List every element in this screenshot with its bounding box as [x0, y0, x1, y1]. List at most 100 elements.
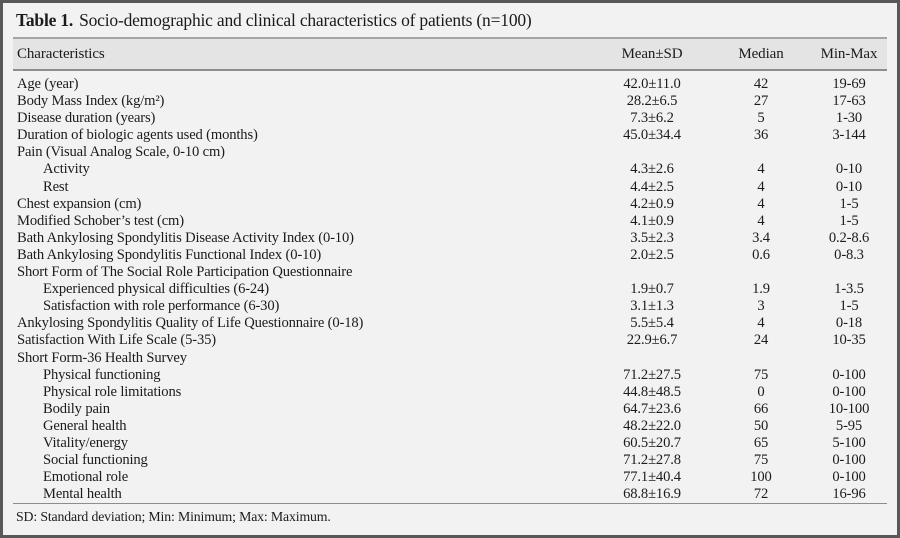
table-row: Physical role limitations 44.8±48.5 0 0-100: [13, 384, 887, 401]
cell-median: 4: [757, 178, 765, 195]
cell-characteristic: Age (year): [17, 76, 79, 92]
cell-characteristic: Activity: [43, 161, 90, 178]
table-row: Bath Ankylosing Spondylitis Disease Acti…: [13, 230, 887, 247]
cell-characteristic: Emotional role: [43, 469, 129, 486]
cell-median: 75: [753, 366, 769, 383]
table-row: Modified Schober’s test (cm) 4.1±0.9 4 1-5: [13, 213, 887, 230]
cell-median: 4: [757, 161, 765, 178]
cell-median: 0: [757, 383, 765, 400]
cell-median: 3.4: [752, 229, 770, 246]
cell-min-max: [811, 350, 887, 367]
cell-characteristic: Modified Schober’s test (cm): [17, 212, 184, 229]
cell-mean-sd: 44.8±48.5: [623, 383, 681, 400]
cell-mean-sd: 71.2±27.5: [623, 366, 681, 383]
cell-characteristic: Ankylosing Spondylitis Quality of Life Q…: [17, 315, 364, 332]
cell-min-max: 1-3.5: [834, 281, 864, 298]
cell-min-max: 1-5: [839, 298, 859, 315]
table-footnote: SD: Standard deviation; Min: Minimum; Ma…: [13, 503, 887, 525]
cell-median: 0.6: [752, 246, 770, 263]
cell-mean-sd: 71.2±27.8: [623, 452, 681, 469]
table-wrap: Characteristics Mean±SD Median Min-Max A…: [13, 37, 887, 503]
cell-mean-sd: 3.5±2.3: [630, 229, 674, 246]
cell-mean-sd: 60.5±20.7: [623, 434, 681, 451]
cell-min-max: 0-100: [832, 469, 866, 486]
cell-characteristic: Satisfaction With Life Scale (5-35): [17, 332, 216, 349]
table-row: Body Mass Index (kg/m²) 28.2±6.5 27 17-63: [13, 93, 887, 110]
cell-min-max: 10-35: [832, 332, 866, 349]
cell-mean-sd: 4.4±2.5: [630, 178, 674, 195]
cell-min-max: 1-5: [839, 212, 859, 229]
cell-characteristic: General health: [43, 417, 127, 434]
cell-median: 27: [753, 93, 769, 110]
cell-min-max: 0-10: [835, 161, 863, 178]
table-row: Ankylosing Spondylitis Quality of Life Q…: [13, 315, 887, 332]
cell-min-max: 0-8.3: [834, 246, 864, 263]
table-row: Age (year) 42.0±11.0 42 19-69: [13, 70, 887, 93]
cell-median: 3: [757, 298, 765, 315]
cell-characteristic: Rest: [43, 178, 69, 195]
cell-min-max: 3-144: [832, 127, 866, 144]
cell-min-max: 19-69: [832, 76, 866, 92]
cell-min-max: 10-100: [828, 400, 870, 417]
table-row: Bath Ankylosing Spondylitis Functional I…: [13, 247, 887, 264]
cell-mean-sd: [593, 144, 711, 161]
table-row: Bodily pain 64.7±23.6 66 10-100: [13, 401, 887, 418]
table-body: Age (year) 42.0±11.0 42 19-69 Body Mass Inde…: [13, 70, 887, 503]
table-row: Short Form-36 Health Survey: [13, 350, 887, 367]
table-row: Disease duration (years) 7.3±6.2 5 1-30: [13, 110, 887, 127]
table-row: Physical functioning 71.2±27.5 75 0-100: [13, 367, 887, 384]
cell-mean-sd: 2.0±2.5: [630, 246, 674, 263]
cell-min-max: 0-100: [832, 383, 866, 400]
column-header-min-max: Min-Max: [820, 45, 878, 62]
cell-min-max: 0-100: [832, 366, 866, 383]
cell-median: 4: [757, 315, 765, 332]
column-header-mean-sd: Mean±SD: [621, 45, 683, 62]
cell-characteristic: Experienced physical difficulties (6-24): [43, 281, 269, 298]
cell-min-max: 5-100: [832, 434, 866, 451]
table-row: Social functioning 71.2±27.8 75 0-100: [13, 452, 887, 469]
cell-mean-sd: 7.3±6.2: [630, 110, 674, 127]
cell-mean-sd: 42.0±11.0: [623, 76, 681, 92]
cell-mean-sd: 28.2±6.5: [626, 93, 678, 110]
cell-min-max: 0-10: [835, 178, 863, 195]
table-header-row: Characteristics Mean±SD Median Min-Max: [13, 38, 887, 70]
cell-min-max: 1-30: [835, 110, 863, 127]
table-row: Satisfaction with role performance (6-30…: [13, 298, 887, 315]
cell-characteristic: Vitality/energy: [43, 434, 128, 451]
cell-characteristic: Short Form of The Social Role Participat…: [17, 264, 353, 281]
cell-median: [711, 264, 811, 281]
table-row: Mental health 68.8±16.9 72 16-96: [13, 486, 887, 503]
table-title-prefix: Table 1.: [16, 9, 74, 30]
table-row: Satisfaction With Life Scale (5-35) 22.9±…: [13, 332, 887, 349]
cell-median: 4: [757, 212, 765, 229]
cell-min-max: 17-63: [832, 93, 866, 110]
cell-mean-sd: 3.1±1.3: [630, 298, 674, 315]
table-row: Short Form of The Social Role Participat…: [13, 264, 887, 281]
cell-characteristic: Body Mass Index (kg/m²): [17, 93, 165, 110]
table-row: Activity 4.3±2.6 4 0-10: [13, 161, 887, 178]
cell-mean-sd: 45.0±34.4: [623, 127, 681, 144]
cell-min-max: 1-5: [839, 195, 859, 212]
cell-mean-sd: [593, 350, 711, 367]
cell-mean-sd: 68.8±16.9: [623, 486, 681, 503]
cell-min-max: 0-18: [835, 315, 863, 332]
cell-median: [711, 144, 811, 161]
cell-median: 65: [753, 434, 769, 451]
cell-characteristic: Social functioning: [43, 452, 148, 469]
cell-mean-sd: 1.9±0.7: [630, 281, 674, 298]
cell-characteristic: Mental health: [43, 486, 122, 503]
cell-median: 50: [753, 417, 769, 434]
cell-min-max: [811, 144, 887, 161]
cell-characteristic: Disease duration (years): [17, 110, 156, 127]
cell-median: 1.9: [752, 281, 770, 298]
cell-mean-sd: 4.3±2.6: [630, 161, 674, 178]
cell-characteristic: Short Form-36 Health Survey: [17, 349, 187, 366]
cell-characteristic: Bath Ankylosing Spondylitis Functional I…: [17, 246, 322, 263]
cell-mean-sd: 4.1±0.9: [630, 212, 674, 229]
cell-characteristic: Chest expansion (cm): [17, 195, 142, 212]
cell-min-max: 0-100: [832, 452, 866, 469]
cell-min-max: [811, 264, 887, 281]
table-row: Duration of biologic agents used (months…: [13, 127, 887, 144]
table-row: Pain (Visual Analog Scale, 0-10 cm): [13, 144, 887, 161]
